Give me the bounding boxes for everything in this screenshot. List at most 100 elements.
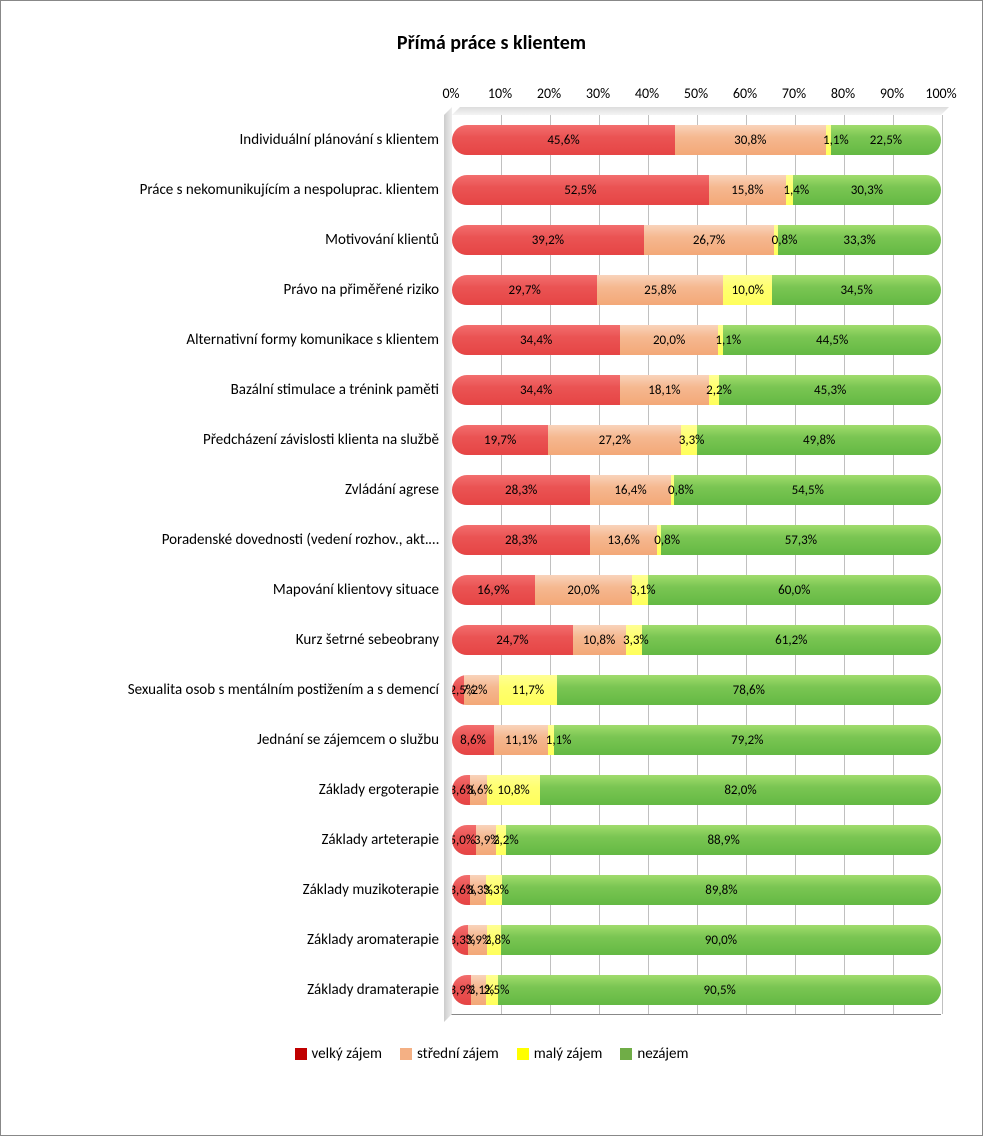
y-label: Základy aromaterapie	[31, 915, 451, 965]
segment-label: 49,8%	[803, 433, 835, 448]
segment-velky: 3,6%	[452, 875, 470, 905]
segment-label: 34,4%	[520, 333, 552, 348]
y-label: Alternativní formy komunikace s klientem	[31, 315, 451, 365]
y-label: Základy arteterapie	[31, 815, 451, 865]
segment-label: 15,8%	[731, 183, 763, 198]
bar-row: 19,7%27,2%3,3%49,8%	[452, 415, 941, 465]
segment-velky: 34,4%	[452, 375, 620, 405]
bar-row: 52,5%15,8%1,4%30,3%	[452, 165, 941, 215]
segment-nezajem: 57,3%	[661, 525, 941, 555]
y-label: Základy dramaterapie	[31, 965, 451, 1015]
segment-stredni: 25,8%	[597, 275, 723, 305]
bar-row: 3,6%3,3%3,3%89,8%	[452, 865, 941, 915]
segment-velky: 28,3%	[452, 525, 590, 555]
segment-velky: 34,4%	[452, 325, 620, 355]
segment-label: 27,2%	[599, 433, 631, 448]
bar-track: 28,3%16,4%0,8%54,5%	[452, 475, 941, 505]
y-label: Individuální plánování s klientem	[31, 115, 451, 165]
legend-item-nezajem: nezájem	[620, 1045, 688, 1063]
y-label: Předcházení závislosti klienta na službě	[31, 415, 451, 465]
chart-container: Přímá práce s klientem Individuální plán…	[0, 0, 983, 1136]
segment-nezajem: 90,5%	[498, 975, 941, 1005]
y-label: Poradenské dovednosti (vedení rozhov., a…	[31, 515, 451, 565]
legend-label: velký zájem	[312, 1045, 382, 1063]
segment-label: 79,2%	[731, 733, 763, 748]
segment-label: 45,3%	[814, 383, 846, 398]
y-axis-labels: Individuální plánování s klientemPráce s…	[31, 85, 451, 1015]
segment-label: 7,2%	[462, 683, 488, 698]
y-label: Právo na přiměřené riziko	[31, 265, 451, 315]
bar-track: 34,4%20,0%1,1%44,5%	[452, 325, 941, 355]
segment-label: 13,6%	[607, 533, 639, 548]
legend-item-stredni: střední zájem	[400, 1045, 499, 1063]
bar-track: 3,9%3,1%2,5%90,5%	[452, 975, 941, 1005]
x-tick: 70%	[782, 85, 806, 102]
bar-track: 52,5%15,8%1,4%30,3%	[452, 175, 941, 205]
segment-nezajem: 49,8%	[697, 425, 941, 455]
bar-track: 3,6%3,3%3,3%89,8%	[452, 875, 941, 905]
segment-maly: 2,2%	[709, 375, 720, 405]
segment-stredni: 3,1%	[471, 975, 486, 1005]
bar-row: 24,7%10,8%3,3%61,2%	[452, 615, 941, 665]
segment-velky: 3,9%	[452, 975, 471, 1005]
segment-label: 11,7%	[512, 683, 544, 698]
x-tick: 60%	[733, 85, 757, 102]
bar-track: 8,6%11,1%1,1%79,2%	[452, 725, 941, 755]
segment-velky: 3,3%	[452, 925, 468, 955]
segment-label: 28,3%	[505, 533, 537, 548]
legend-swatch	[400, 1048, 412, 1060]
bar-track: 39,2%26,7%0,8%33,3%	[452, 225, 941, 255]
segment-label: 5,0%	[452, 833, 475, 848]
segment-label: 30,8%	[734, 133, 766, 148]
bar-track: 29,7%25,8%10,0%34,5%	[452, 275, 941, 305]
y-label: Práce s nekomunikujícím a nespoluprac. k…	[31, 165, 451, 215]
segment-label: 22,5%	[870, 133, 902, 148]
segment-stredni: 26,7%	[644, 225, 775, 255]
segment-label: 18,1%	[648, 383, 680, 398]
segment-label: 29,7%	[508, 283, 540, 298]
segment-label: 34,4%	[520, 383, 552, 398]
segment-nezajem: 89,8%	[502, 875, 941, 905]
segment-label: 54,5%	[792, 483, 824, 498]
plot-area: 0%10%20%30%40%50%60%70%80%90%100% 45,6%3…	[451, 85, 941, 1015]
bar-row: 3,9%3,1%2,5%90,5%	[452, 965, 941, 1015]
segment-label: 33,3%	[843, 233, 875, 248]
segment-label: 34,5%	[840, 283, 872, 298]
segment-label: 82,0%	[724, 783, 756, 798]
x-tick: 90%	[880, 85, 904, 102]
segment-label: 20,0%	[567, 583, 599, 598]
y-label: Mapování klientovy situace	[31, 565, 451, 615]
segment-label: 61,2%	[775, 633, 807, 648]
bar-track: 34,4% 18,1% 2,2% 45,3%	[452, 375, 941, 405]
segment-maly: 3,3%	[486, 875, 502, 905]
segment-stredni: 15,8%	[709, 175, 786, 205]
segment-label: 52,5%	[564, 183, 596, 198]
segment-nezajem: 79,2%	[554, 725, 941, 755]
segment-label: 60,0%	[778, 583, 810, 598]
segment-velky: 19,7%	[452, 425, 548, 455]
segment-nezajem: 90,0%	[501, 925, 941, 955]
y-label: Bazální stimulace a trénink paměti	[31, 365, 451, 415]
segment-label: 11,1%	[505, 733, 537, 748]
chart-body: Individuální plánování s klientemPráce s…	[31, 85, 952, 1015]
segment-maly: 1,4%	[786, 175, 793, 205]
segment-nezajem: 78,6%	[557, 675, 941, 705]
segment-label: 78,6%	[733, 683, 765, 698]
bar-row: 2,5%7,2%11,7%78,6%	[452, 665, 941, 715]
bar-row: 29,7%25,8%10,0%34,5%	[452, 265, 941, 315]
segment-label: 39,2%	[532, 233, 564, 248]
segment-nezajem: 34,5%	[772, 275, 941, 305]
y-label: Základy muzikoterapie	[31, 865, 451, 915]
segment-velky: 28,3%	[452, 475, 590, 505]
segment-nezajem: 88,9%	[506, 825, 941, 855]
segment-velky: 39,2%	[452, 225, 644, 255]
legend-item-velky: velký zájem	[295, 1045, 382, 1063]
y-label: Základy ergoterapie	[31, 765, 451, 815]
segment-label: 90,5%	[704, 983, 736, 998]
segment-velky: 5,0%	[452, 825, 476, 855]
depth-side-face	[444, 107, 452, 1022]
bar-row: 5,0%3,9%2,2%88,9%	[452, 815, 941, 865]
bar-row: 8,6%11,1%1,1%79,2%	[452, 715, 941, 765]
bar-track: 45,6%30,8%1,1%22,5%	[452, 125, 941, 155]
x-tick: 20%	[537, 85, 561, 102]
